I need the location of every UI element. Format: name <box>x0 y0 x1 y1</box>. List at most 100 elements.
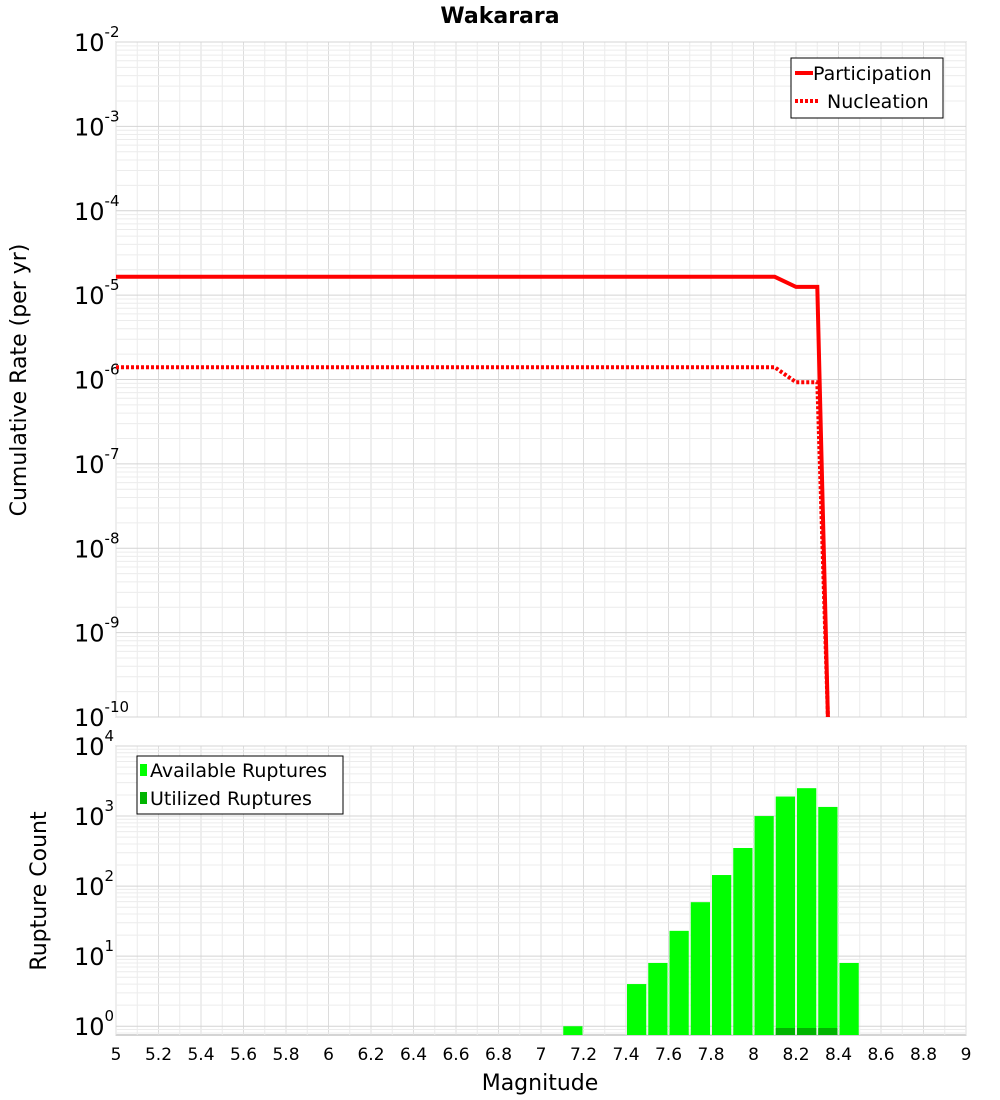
available-bar <box>690 902 710 1035</box>
x-tick-label: 8.6 <box>867 1045 894 1065</box>
available-bar <box>627 984 647 1035</box>
chart-title: Wakarara <box>440 4 559 29</box>
x-tick-label: 5.4 <box>187 1045 214 1065</box>
y-tick-base: 10 <box>74 113 105 141</box>
legend-swatch-available <box>140 764 147 776</box>
y-tick-exponent: -4 <box>105 192 120 210</box>
y-tick-exponent: 3 <box>105 797 115 815</box>
available-bar <box>797 788 817 1035</box>
y-tick-base: 10 <box>74 803 105 831</box>
y-tick-label: 102 <box>74 867 114 901</box>
y-tick-label: 10-3 <box>74 107 120 141</box>
y-tick-base: 10 <box>74 535 105 563</box>
x-tick-label: 6.4 <box>400 1045 427 1065</box>
available-bar <box>754 816 774 1035</box>
y-tick-label: 10-5 <box>74 276 120 310</box>
y-tick-exponent: -8 <box>105 529 120 547</box>
rate-panel-grid <box>115 41 967 718</box>
count-panel-bars <box>563 788 859 1035</box>
legend-label-nucleation: Nucleation <box>827 91 929 113</box>
available-bar <box>563 1026 583 1035</box>
x-tick-label: 6.6 <box>442 1045 469 1065</box>
y-tick-exponent: 2 <box>105 867 115 885</box>
y-tick-label: 10-9 <box>74 614 120 648</box>
x-tick-label: 7.8 <box>697 1045 724 1065</box>
utilized-bar <box>797 1028 817 1035</box>
legend-label-utilized: Utilized Ruptures <box>150 788 312 810</box>
x-tick-label: 8.4 <box>825 1045 852 1065</box>
y-tick-base: 10 <box>74 620 105 648</box>
y-tick-base: 10 <box>74 282 105 310</box>
y-tick-exponent: -10 <box>105 698 130 716</box>
y-tick-label: 100 <box>74 1007 114 1041</box>
y-tick-label: 10-2 <box>74 23 120 57</box>
rate-panel-series <box>116 274 830 717</box>
x-tick-label: 7.6 <box>655 1045 682 1065</box>
rate-panel-legend: Participation Nucleation <box>790 57 944 119</box>
count-panel-legend: Available Ruptures Utilized Ruptures <box>136 755 344 815</box>
utilized-bar <box>775 1028 795 1035</box>
y-tick-base: 10 <box>74 1013 105 1041</box>
x-tick-label: 8 <box>748 1045 759 1065</box>
y-tick-label: 10-7 <box>74 445 120 479</box>
available-bar <box>648 962 668 1035</box>
y-tick-label: 103 <box>74 797 114 831</box>
y-tick-base: 10 <box>74 29 105 57</box>
y-tick-exponent: -7 <box>105 445 120 463</box>
x-tick-label: 5 <box>111 1045 122 1065</box>
x-tick-label: 7 <box>536 1045 547 1065</box>
y-tick-label: 10-4 <box>74 192 120 226</box>
count-panel-y-label: Rupture Count <box>27 811 52 971</box>
y-tick-exponent: -2 <box>105 23 120 41</box>
y-tick-base: 10 <box>74 733 105 761</box>
y-tick-exponent: -5 <box>105 276 120 294</box>
y-tick-exponent: 1 <box>105 937 115 955</box>
series-line-participation <box>116 274 830 717</box>
x-tick-label: 6 <box>323 1045 334 1065</box>
available-bar <box>775 796 795 1035</box>
y-tick-base: 10 <box>74 451 105 479</box>
y-tick-base: 10 <box>74 943 105 971</box>
y-tick-exponent: -9 <box>105 614 120 632</box>
x-tick-label: 9 <box>961 1045 972 1065</box>
x-tick-label: 7.2 <box>570 1045 597 1065</box>
x-tick-label: 8.8 <box>910 1045 937 1065</box>
y-tick-base: 10 <box>74 873 105 901</box>
x-tick-label: 7.4 <box>612 1045 639 1065</box>
legend-swatch-utilized <box>140 792 147 804</box>
x-tick-label: 8.2 <box>782 1045 809 1065</box>
y-tick-label: 10-10 <box>74 698 129 732</box>
x-tick-label: 6.8 <box>485 1045 512 1065</box>
y-tick-exponent: 0 <box>105 1007 115 1025</box>
available-bar <box>818 806 838 1035</box>
x-axis-label: Magnitude <box>482 1071 599 1096</box>
y-tick-label: 104 <box>74 727 114 761</box>
rate-panel: 10-210-310-410-510-610-710-810-910-10 Cu… <box>7 23 967 732</box>
y-tick-label: 101 <box>74 937 114 971</box>
y-tick-base: 10 <box>74 198 105 226</box>
available-bar <box>733 848 753 1035</box>
available-bar <box>669 930 689 1035</box>
y-tick-exponent: -3 <box>105 107 120 125</box>
rate-panel-y-ticks: 10-210-310-410-510-610-710-810-910-10 <box>74 23 129 732</box>
x-tick-label: 6.2 <box>357 1045 384 1065</box>
rate-panel-y-label: Cumulative Rate (per yr) <box>7 244 32 517</box>
y-tick-exponent: 4 <box>105 727 115 745</box>
x-axis-ticks: 5 5.2 5.4 5.6 5.8 6 6.2 6.4 6.6 6.8 7 7.2 7.4 7.6 7.8 8… <box>111 1045 972 1065</box>
utilized-bar <box>818 1028 838 1035</box>
y-tick-label: 10-8 <box>74 529 120 563</box>
legend-label-participation: Participation <box>813 63 932 85</box>
x-tick-label: 5.6 <box>230 1045 257 1065</box>
available-bar <box>839 962 859 1035</box>
x-tick-label: 5.8 <box>272 1045 299 1065</box>
x-tick-label: 5.2 <box>145 1045 172 1065</box>
legend-label-available: Available Ruptures <box>150 760 327 782</box>
y-tick-label: 10-6 <box>74 361 120 395</box>
y-tick-base: 10 <box>74 367 105 395</box>
y-tick-exponent: -6 <box>105 361 120 379</box>
available-bar <box>712 875 732 1035</box>
y-tick-base: 10 <box>74 704 105 732</box>
